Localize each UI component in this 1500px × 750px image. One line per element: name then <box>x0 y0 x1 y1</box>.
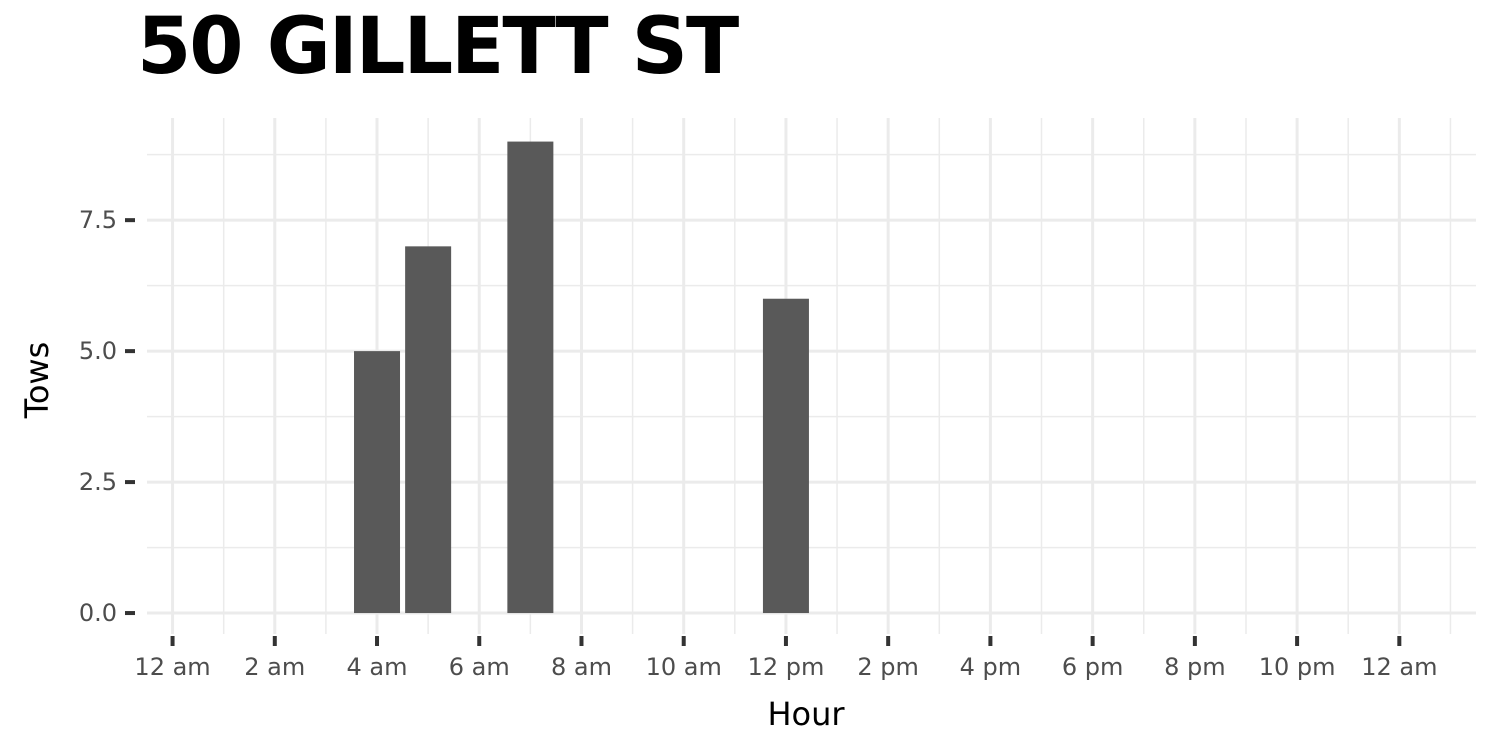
x-axis-title: Hour <box>767 695 845 733</box>
x-tick-label: 10 pm <box>1259 653 1336 681</box>
axes: 0.0 2.5 5.0 7.5 12 am 2 am 4 am 6 am 8 am 10 am 12… <box>79 206 1438 681</box>
bar <box>405 246 452 614</box>
x-tick-label: 4 am <box>347 653 408 681</box>
bar <box>762 298 809 614</box>
x-tick-label: 6 pm <box>1062 653 1124 681</box>
y-tick-label: 5.0 <box>79 337 117 365</box>
bars <box>354 141 809 614</box>
chart-title: 50 GILLETT ST <box>137 2 739 92</box>
y-tick-label: 7.5 <box>79 206 117 234</box>
bar <box>354 351 401 614</box>
x-tick-label: 10 am <box>646 653 722 681</box>
x-tick-label: 12 pm <box>748 653 825 681</box>
x-tick-label: 12 am <box>134 653 210 681</box>
x-tick-label: 2 am <box>244 653 305 681</box>
bar <box>507 141 554 614</box>
x-tick-label: 8 am <box>551 653 612 681</box>
x-tick-label: 6 am <box>449 653 510 681</box>
x-tick-label: 4 pm <box>960 653 1022 681</box>
y-tick-label: 2.5 <box>79 468 117 496</box>
y-axis-title: Tows <box>18 342 56 420</box>
x-tick-label: 12 am <box>1361 653 1437 681</box>
y-tick-label: 0.0 <box>79 599 117 627</box>
grid-lines <box>147 118 1476 634</box>
x-tick-label: 2 pm <box>857 653 919 681</box>
x-tick-label: 8 pm <box>1164 653 1226 681</box>
